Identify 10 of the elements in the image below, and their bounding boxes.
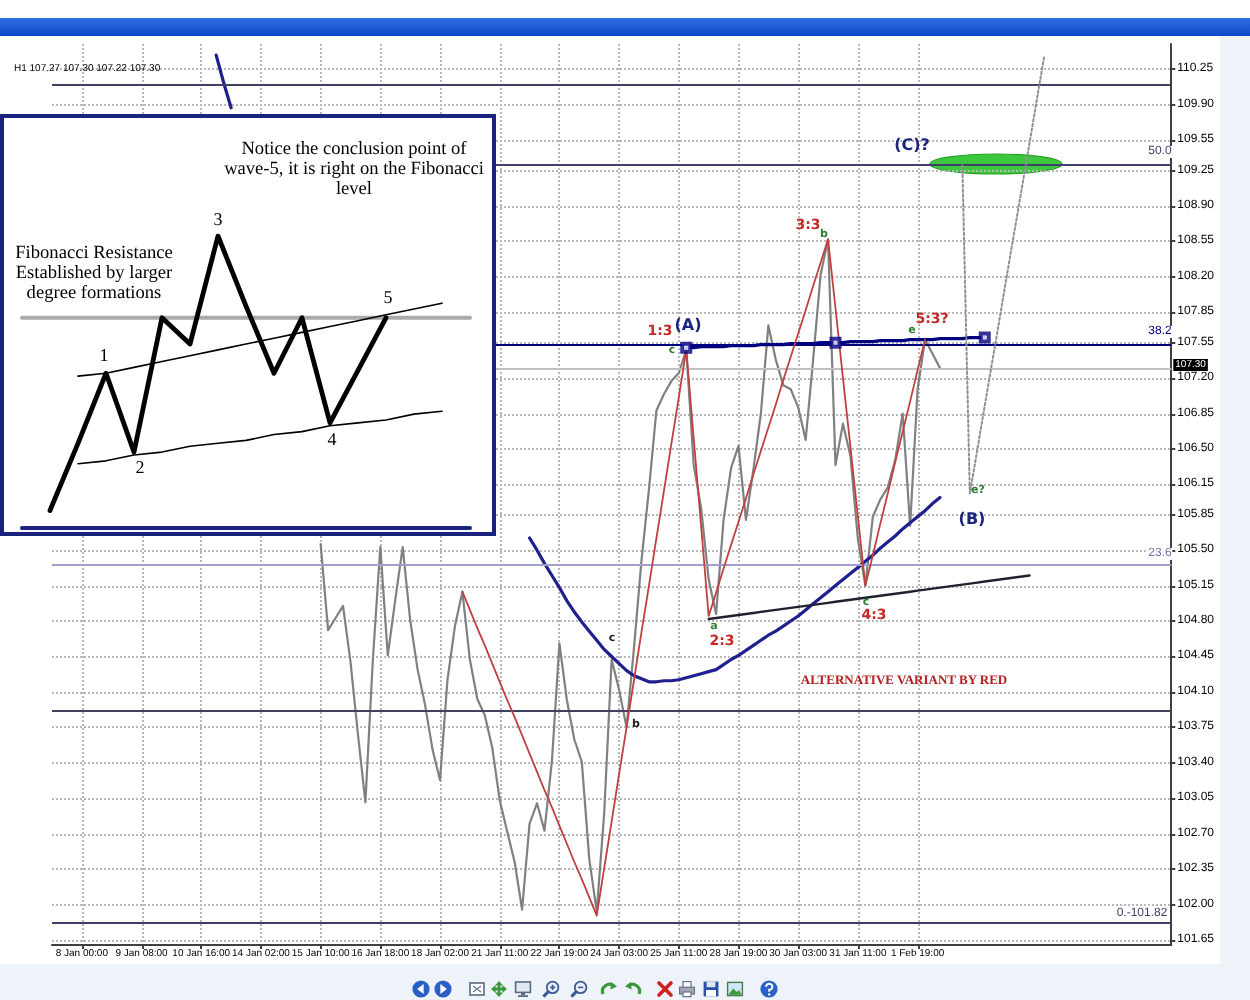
annotation: Fibonacci Resistance Established by larger degree formations (13, 244, 175, 305)
annotation: (C)? (894, 136, 930, 154)
annotation: 5 (383, 287, 393, 307)
annotation: (B) (958, 510, 986, 528)
annotation: Notice the conclusion point of wave-5, it is right on the Fibonacci level (222, 140, 486, 201)
annotation: 2 (135, 457, 145, 477)
annotation: (A) (674, 316, 702, 334)
annotation: 3 (213, 209, 223, 229)
annotation: 1 (99, 345, 109, 365)
annotation: 4 (327, 429, 337, 449)
